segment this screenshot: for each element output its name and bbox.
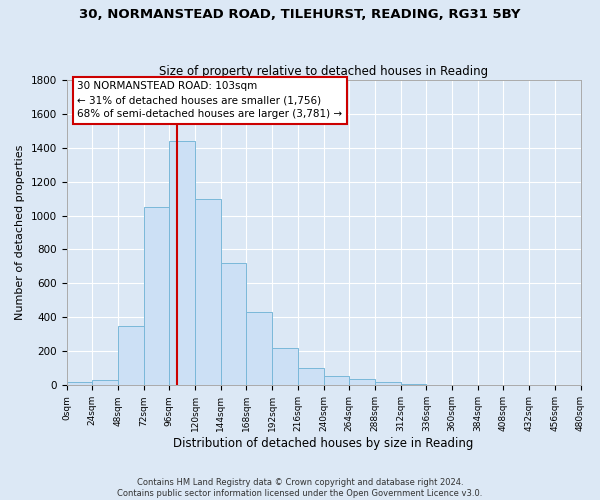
- Bar: [272, 348, 298, 386]
- Title: Size of property relative to detached houses in Reading: Size of property relative to detached ho…: [159, 66, 488, 78]
- Bar: [195, 198, 221, 386]
- Bar: [118, 326, 143, 386]
- Bar: [401, 384, 427, 386]
- Bar: [143, 207, 169, 386]
- X-axis label: Distribution of detached houses by size in Reading: Distribution of detached houses by size …: [173, 437, 474, 450]
- Bar: [323, 376, 349, 386]
- Bar: [247, 312, 272, 386]
- Bar: [427, 385, 452, 386]
- Bar: [298, 368, 323, 386]
- Bar: [349, 380, 375, 386]
- Bar: [169, 141, 195, 386]
- Text: Contains HM Land Registry data © Crown copyright and database right 2024.
Contai: Contains HM Land Registry data © Crown c…: [118, 478, 482, 498]
- Text: 30 NORMANSTEAD ROAD: 103sqm
← 31% of detached houses are smaller (1,756)
68% of : 30 NORMANSTEAD ROAD: 103sqm ← 31% of det…: [77, 82, 343, 120]
- Bar: [67, 382, 92, 386]
- Bar: [375, 382, 401, 386]
- Y-axis label: Number of detached properties: Number of detached properties: [15, 145, 25, 320]
- Text: 30, NORMANSTEAD ROAD, TILEHURST, READING, RG31 5BY: 30, NORMANSTEAD ROAD, TILEHURST, READING…: [79, 8, 521, 20]
- Bar: [92, 380, 118, 386]
- Bar: [221, 263, 247, 386]
